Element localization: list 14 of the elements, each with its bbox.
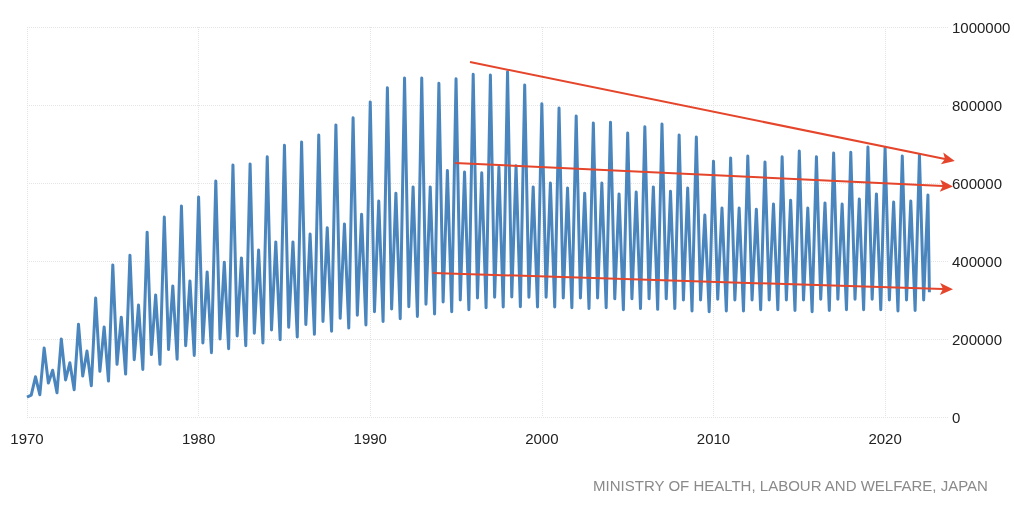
- x-tick-label: 2000: [525, 430, 559, 447]
- text: MINISTRY OF HEALTH, LABOUR AND WELFARE, JAPAN: [593, 477, 988, 494]
- y-tick-label: 1000000: [952, 18, 1011, 36]
- y-tick-label: 200000: [952, 330, 1003, 348]
- y-tick-label: 600000: [952, 174, 1003, 192]
- line-series: [25, 70, 931, 399]
- x-tick-label: 1990: [353, 430, 387, 447]
- x-tick-label: 2020: [868, 430, 902, 447]
- x-tick-label: 2010: [696, 430, 731, 447]
- y-tick-label: 400000: [952, 252, 1003, 270]
- y-tick-label: 800000: [952, 96, 1003, 114]
- x-tick-label: 1970: [10, 430, 44, 447]
- y-tick-label: 0: [952, 408, 961, 426]
- x-tick-label: 1980: [181, 430, 216, 447]
